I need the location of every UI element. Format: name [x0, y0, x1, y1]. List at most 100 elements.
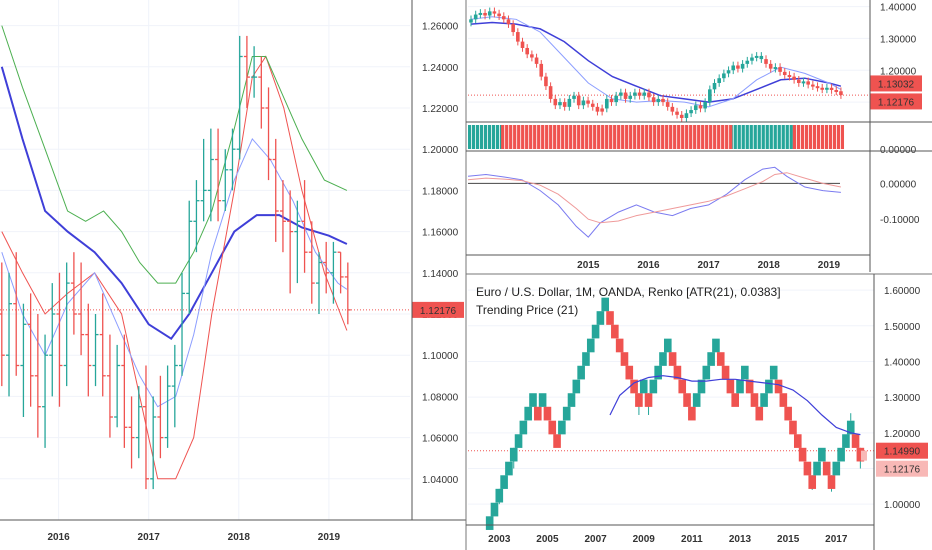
- trend-down-bar: [653, 125, 657, 149]
- monthly-price-tag-2: 1.12176: [878, 97, 915, 108]
- candle: [487, 7, 492, 20]
- renko-y-tick-label: 1.30000: [884, 393, 921, 404]
- renko-brick: [712, 338, 720, 353]
- candle-body: [820, 87, 825, 90]
- ohlc-bar: [315, 252, 322, 314]
- ohlc-bar: [27, 293, 34, 407]
- trend-direction-pane: [468, 125, 845, 149]
- renko-brick: [639, 379, 648, 394]
- renko-chart-pane[interactable]: 1.000001.100001.200001.300001.400001.500…: [468, 285, 928, 545]
- renko-brick: [741, 365, 749, 380]
- renko-brick: [543, 406, 552, 421]
- candle: [679, 110, 684, 122]
- trend-down-bar: [836, 125, 841, 149]
- ohlc-bar: [85, 303, 92, 397]
- candle: [661, 95, 665, 106]
- monthly-x-tick-label: 2018: [758, 260, 781, 271]
- candle-body: [679, 114, 684, 118]
- candle-body: [623, 92, 628, 99]
- renko-brick: [601, 297, 610, 312]
- renko-brick: [635, 393, 643, 407]
- renko-y-tick-label: 1.00000: [884, 500, 921, 511]
- renko-brick: [649, 379, 658, 394]
- candle-body: [750, 57, 754, 61]
- ohlc-bar: [34, 314, 41, 438]
- trend-up-bar: [785, 125, 789, 149]
- candle: [815, 82, 820, 92]
- candle: [670, 103, 675, 116]
- candle-body: [619, 92, 623, 96]
- ohlc-bar: [99, 293, 106, 397]
- trend-up-bar: [496, 125, 500, 149]
- weekly-y-tick-label: 1.26000: [422, 22, 459, 33]
- candle: [651, 93, 656, 106]
- candle: [525, 44, 529, 59]
- ohlc-bar: [142, 365, 149, 490]
- candle: [637, 88, 642, 100]
- ohlc-bar: [308, 221, 315, 304]
- renko-x-tick-label: 2011: [681, 534, 703, 545]
- candle: [539, 60, 544, 81]
- renko-brick: [837, 447, 845, 462]
- trend-up-bar: [745, 125, 749, 149]
- renko-brick: [851, 434, 860, 448]
- candle-body: [796, 79, 801, 83]
- candle: [605, 95, 609, 113]
- renko-brick: [803, 461, 812, 476]
- renko-brick: [553, 434, 561, 448]
- candle: [782, 68, 787, 79]
- renko-brick: [808, 475, 817, 489]
- renko-brick: [769, 365, 778, 380]
- candle: [675, 107, 679, 119]
- ohlc-bar: [272, 138, 279, 242]
- weekly-chart-pane[interactable]: 1.040001.060001.080001.100001.120001.140…: [0, 0, 464, 543]
- trend-down-bar: [517, 125, 521, 149]
- renko-brick: [755, 406, 764, 421]
- candle-body: [722, 73, 726, 79]
- weekly-y-tick-label: 1.10000: [422, 351, 459, 362]
- renko-brick: [538, 393, 547, 407]
- ohlc-bar: [337, 251, 344, 294]
- ohlc-bar: [344, 262, 351, 325]
- renko-brick: [818, 447, 826, 462]
- candle-body: [534, 57, 539, 64]
- ohlc-bar: [287, 190, 294, 294]
- renko-brick: [673, 365, 682, 380]
- trend-down-bar: [693, 125, 697, 149]
- renko-brick: [827, 475, 836, 489]
- renko-x-tick-label: 2013: [729, 534, 752, 545]
- ohlc-bar: [171, 344, 178, 428]
- ohlc-bar: [294, 200, 301, 284]
- renko-x-tick-label: 2003: [488, 534, 511, 545]
- monthly-chart-pane[interactable]: 1.100001.200001.300001.40000201520162017…: [468, 3, 922, 271]
- candle-body: [633, 92, 637, 96]
- ohlc-bar: [70, 252, 77, 335]
- oscillator-fast-line: [467, 166, 841, 238]
- candle: [736, 61, 740, 73]
- ohlc-bar: [78, 262, 85, 356]
- renko-x-tick-label: 2007: [584, 534, 607, 545]
- monthly-ma-line: [470, 21, 842, 103]
- candle: [754, 52, 759, 62]
- trend-up-bar: [765, 125, 769, 149]
- trend-down-bar: [617, 125, 621, 149]
- trend-up-bar: [773, 125, 777, 149]
- renko-trending-price-line: [609, 375, 861, 436]
- weekly-last-price-label-bg: [412, 301, 464, 318]
- monthly-price-tag-1-bg: [870, 75, 922, 92]
- candle: [600, 104, 604, 116]
- trend-up-bar: [476, 125, 480, 149]
- ohlc-bar: [207, 128, 214, 222]
- monthly-x-tick-label: 2015: [577, 260, 600, 271]
- trend-down-bar: [597, 125, 601, 149]
- candle-body: [628, 95, 633, 99]
- trend-down-bar: [593, 125, 597, 149]
- monthly-band_mid-line: [470, 16, 842, 108]
- candle-body: [576, 95, 581, 106]
- candle: [501, 12, 506, 24]
- renko-brick: [485, 516, 494, 530]
- ohlc-bar: [150, 396, 157, 490]
- candle-body: [839, 91, 843, 96]
- trend-up-bar: [488, 125, 492, 149]
